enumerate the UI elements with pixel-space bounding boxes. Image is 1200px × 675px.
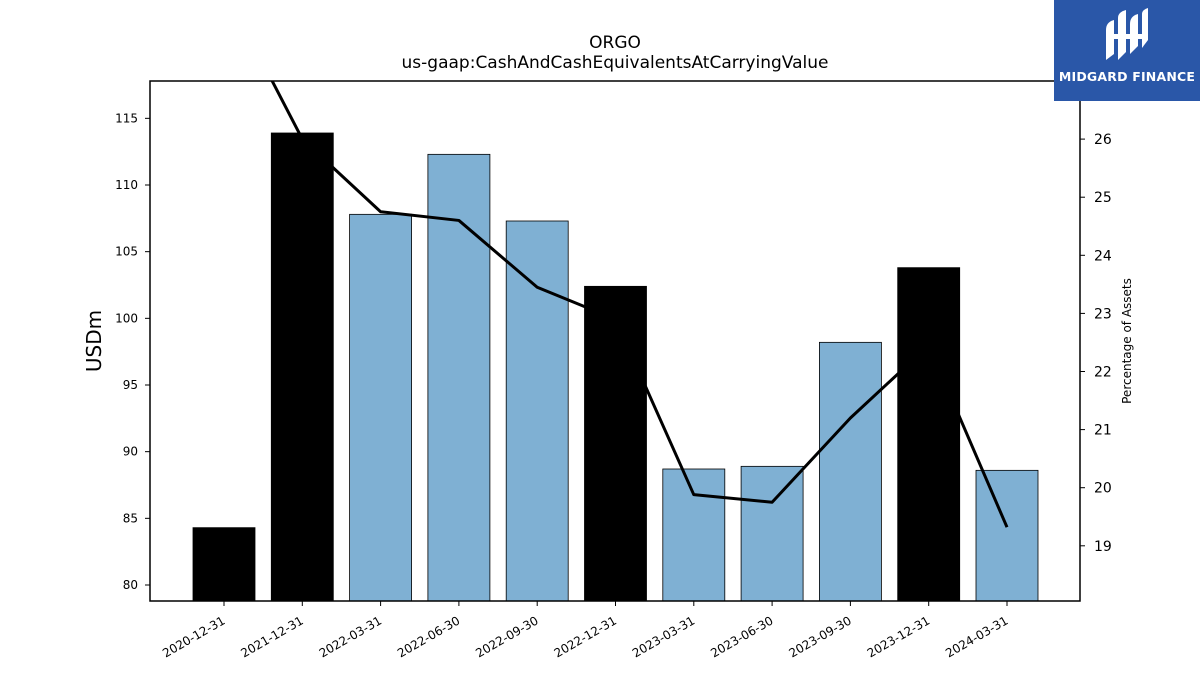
bar — [584, 285, 647, 601]
y-tick-label: 115 — [115, 111, 138, 125]
bar — [975, 469, 1039, 601]
x-tick-label: 2023-09-30 — [786, 613, 853, 660]
y2-tick-label: 22 — [1094, 365, 1112, 381]
x-tick-label: 2021-12-31 — [238, 613, 305, 660]
y2-tick-label: 21 — [1094, 423, 1112, 439]
bar — [897, 267, 961, 601]
y2-tick-label: 20 — [1094, 481, 1112, 497]
x-tick-label: 2020-12-31 — [160, 613, 227, 660]
bar — [505, 220, 569, 601]
x-tick-label: 2023-06-30 — [708, 613, 775, 660]
bar — [192, 527, 256, 601]
y-tick-label: 100 — [115, 311, 138, 325]
logo-text: MIDGARD FINANCE — [1058, 69, 1196, 84]
y2-tick-label: 25 — [1094, 190, 1112, 206]
y2-tick-label: 19 — [1094, 539, 1112, 555]
bar — [349, 213, 413, 601]
bar — [740, 465, 804, 601]
y2-tick-label: 23 — [1094, 306, 1112, 322]
x-tick-label: 2022-12-31 — [552, 613, 619, 660]
y-tick-label: 95 — [123, 378, 138, 392]
bar — [427, 153, 491, 601]
midgard-finance-logo: MIDGARD FINANCE — [1054, 0, 1200, 101]
bar — [270, 132, 334, 601]
x-tick-label: 2023-03-31 — [630, 613, 697, 660]
chart-subtitle: us-gaap:CashAndCashEquivalentsAtCarrying… — [402, 53, 829, 73]
percentage-line — [270, 81, 1009, 528]
x-tick-label: 2022-03-31 — [317, 613, 384, 660]
y2-axis-label: Percentage of Assets — [1120, 278, 1134, 404]
bar-series — [192, 132, 1039, 601]
logo-mark-icon — [1106, 8, 1148, 60]
y-tick-label: 105 — [115, 245, 138, 259]
x-tick-label: 2022-06-30 — [395, 613, 462, 660]
y-axis-label: USDm — [82, 310, 106, 372]
y-tick-label: 85 — [123, 511, 138, 525]
x-tick-label: 2022-09-30 — [473, 613, 540, 660]
bar — [662, 468, 726, 601]
y2-tick-label: 24 — [1094, 248, 1112, 264]
y-tick-label: 90 — [123, 445, 138, 459]
x-tick-label: 2023-12-31 — [865, 613, 932, 660]
y-tick-label: 110 — [115, 178, 138, 192]
chart-title: ORGO — [589, 33, 641, 53]
y2-tick-label: 26 — [1094, 132, 1112, 148]
y-tick-label: 80 — [123, 578, 138, 592]
percentage-line-series — [270, 81, 1009, 528]
bar — [819, 341, 882, 601]
x-tick-label: 2024-03-31 — [943, 613, 1010, 660]
